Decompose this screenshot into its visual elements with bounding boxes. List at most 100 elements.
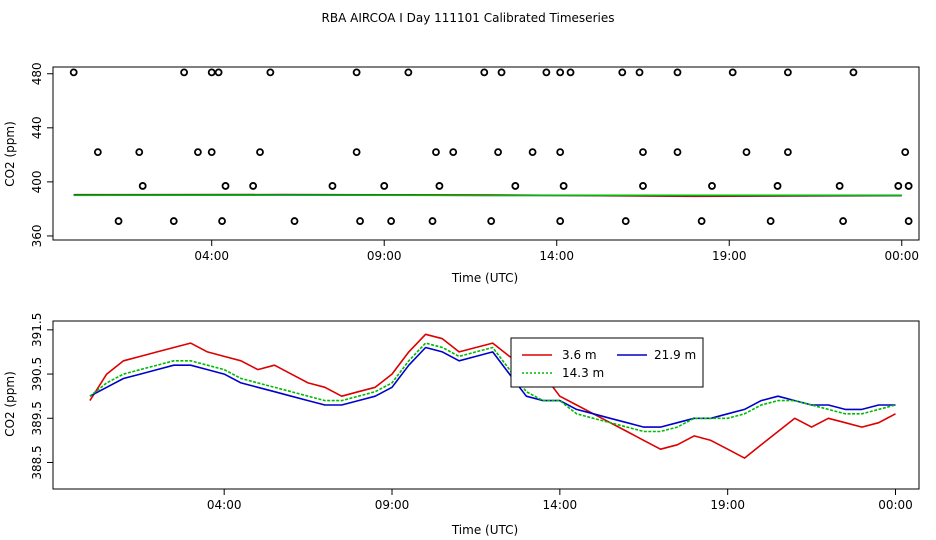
timeseries-series-21-9-m <box>89 346 896 428</box>
legend: 3.6 m 21.9 m 14.3 m <box>510 337 704 388</box>
calibration-point-13 <box>904 217 913 225</box>
legend-box <box>510 337 704 388</box>
calibration-point-41 <box>742 148 751 157</box>
calibration-point-28 <box>93 148 102 157</box>
calibration-point-30 <box>194 148 202 157</box>
calibration-point-49 <box>352 68 361 77</box>
legend-label-3-6m: 3.6 m <box>562 348 597 362</box>
calibration-point-11 <box>766 217 775 225</box>
calibration-point-57 <box>635 68 644 77</box>
calibration-point-25 <box>835 182 844 190</box>
calibration-point-8 <box>556 217 565 225</box>
timeseries-x-tick-label-4: 00:00 <box>878 498 913 512</box>
calibration-y-tick-label-0: 360 <box>30 224 44 247</box>
calibration-y-tick-label-3: 480 <box>30 62 44 85</box>
calibration-point-58 <box>673 68 682 77</box>
calibration-plot-frame <box>52 66 920 241</box>
timeseries-plot-frame <box>52 320 920 490</box>
timeseries-panel: 04:00 09:00 14:00 19:00 00:00 388.5 389.5 390.… <box>3 313 920 537</box>
timeseries-x-tick-label-2: 14:00 <box>543 498 578 512</box>
calibration-point-4 <box>356 217 364 225</box>
timeseries-x-axis-label: Time (UTC) <box>451 523 518 537</box>
calibration-point-37 <box>528 148 537 157</box>
timeseries-x-tick-label-0: 04:00 <box>207 498 242 512</box>
calibration-point-7 <box>487 217 496 225</box>
calibration-point-61 <box>849 68 858 77</box>
calibration-x-axis: 04:00 09:00 14:00 19:00 00:00 <box>194 240 919 263</box>
timeseries-x-tick-label-1: 09:00 <box>375 498 410 512</box>
calibration-y-tick-label-1: 400 <box>30 170 44 193</box>
calibration-point-29 <box>135 148 144 157</box>
calibration-y-tick-label-2: 440 <box>30 116 44 139</box>
calibration-point-22 <box>639 182 647 190</box>
calibration-point-14 <box>138 182 147 190</box>
calibration-point-40 <box>673 148 682 157</box>
timeseries-series-layer <box>89 333 896 459</box>
timeseries-series-3-6-m <box>89 333 896 459</box>
calibration-x-axis-label: Time (UTC) <box>451 271 518 285</box>
calibration-point-35 <box>449 148 458 157</box>
calibration-x-tick-label-4: 00:00 <box>884 249 919 263</box>
calibration-point-52 <box>497 68 506 77</box>
timeseries-y-tick-label-3: 391.5 <box>30 313 44 347</box>
calibration-point-53 <box>542 68 551 77</box>
calibration-point-26 <box>894 182 903 190</box>
timeseries-y-axis-label: CO2 (ppm) <box>3 371 17 437</box>
calibration-point-50 <box>404 68 413 77</box>
timeseries-y-axis: 388.5 389.5 390.5 391.5 <box>30 313 53 480</box>
calibration-point-43 <box>901 148 910 157</box>
calibration-point-3 <box>290 217 299 225</box>
calibration-point-51 <box>480 68 489 77</box>
calibration-point-39 <box>639 148 647 157</box>
calibration-point-16 <box>249 182 258 190</box>
calibration-point-17 <box>328 182 337 190</box>
timeseries-y-tick-label-1: 389.5 <box>30 401 44 435</box>
calibration-point-59 <box>728 68 737 77</box>
calibration-point-23 <box>708 182 716 190</box>
calibration-point-12 <box>839 217 847 225</box>
calibration-point-1 <box>169 217 178 225</box>
calibration-point-38 <box>556 148 565 157</box>
calibration-point-54 <box>556 68 565 77</box>
calibration-point-33 <box>352 148 361 157</box>
calibration-point-60 <box>783 68 792 77</box>
calibration-x-tick-label-2: 14:00 <box>539 249 574 263</box>
calibration-point-2 <box>218 217 226 225</box>
legend-label-14-3m: 14.3 m <box>562 366 604 380</box>
calibration-point-45 <box>180 68 189 77</box>
calibration-point-6 <box>428 217 437 225</box>
calibration-point-21 <box>559 182 568 190</box>
calibration-point-36 <box>494 148 502 157</box>
calibration-points-layer <box>69 68 913 225</box>
calibration-point-9 <box>621 217 630 225</box>
timeseries-x-axis: 04:00 09:00 14:00 19:00 00:00 <box>207 489 913 512</box>
calibration-y-axis: 360 400 440 480 <box>30 62 53 247</box>
calibration-point-48 <box>266 68 275 77</box>
calibration-y-axis-label: CO2 (ppm) <box>3 121 17 187</box>
calibration-point-47 <box>214 68 223 77</box>
calibration-series-layer <box>73 193 902 198</box>
calibration-point-18 <box>380 182 389 190</box>
calibration-point-42 <box>783 148 792 157</box>
calibration-point-19 <box>435 182 444 190</box>
timeseries-y-tick-label-0: 388.5 <box>30 445 44 479</box>
calibration-point-32 <box>256 148 264 157</box>
calibration-point-20 <box>511 182 520 190</box>
calibration-point-31 <box>207 148 216 157</box>
calibration-x-tick-label-3: 19:00 <box>712 249 747 263</box>
calibration-point-44 <box>69 68 78 77</box>
calibration-point-27 <box>904 182 913 190</box>
calibration-point-56 <box>618 68 627 77</box>
timeseries-series-14-3-m <box>89 342 896 433</box>
timeseries-x-tick-label-3: 19:00 <box>710 498 745 512</box>
calibration-point-10 <box>697 217 706 225</box>
calibration-point-5 <box>387 217 396 225</box>
calibration-point-24 <box>773 182 782 190</box>
calibration-point-55 <box>566 68 575 77</box>
calibration-point-46 <box>207 68 216 77</box>
calibration-point-15 <box>221 182 230 190</box>
calibration-x-tick-label-1: 09:00 <box>367 249 402 263</box>
timeseries-y-tick-label-2: 390.5 <box>30 357 44 391</box>
calibration-point-0 <box>114 217 123 225</box>
